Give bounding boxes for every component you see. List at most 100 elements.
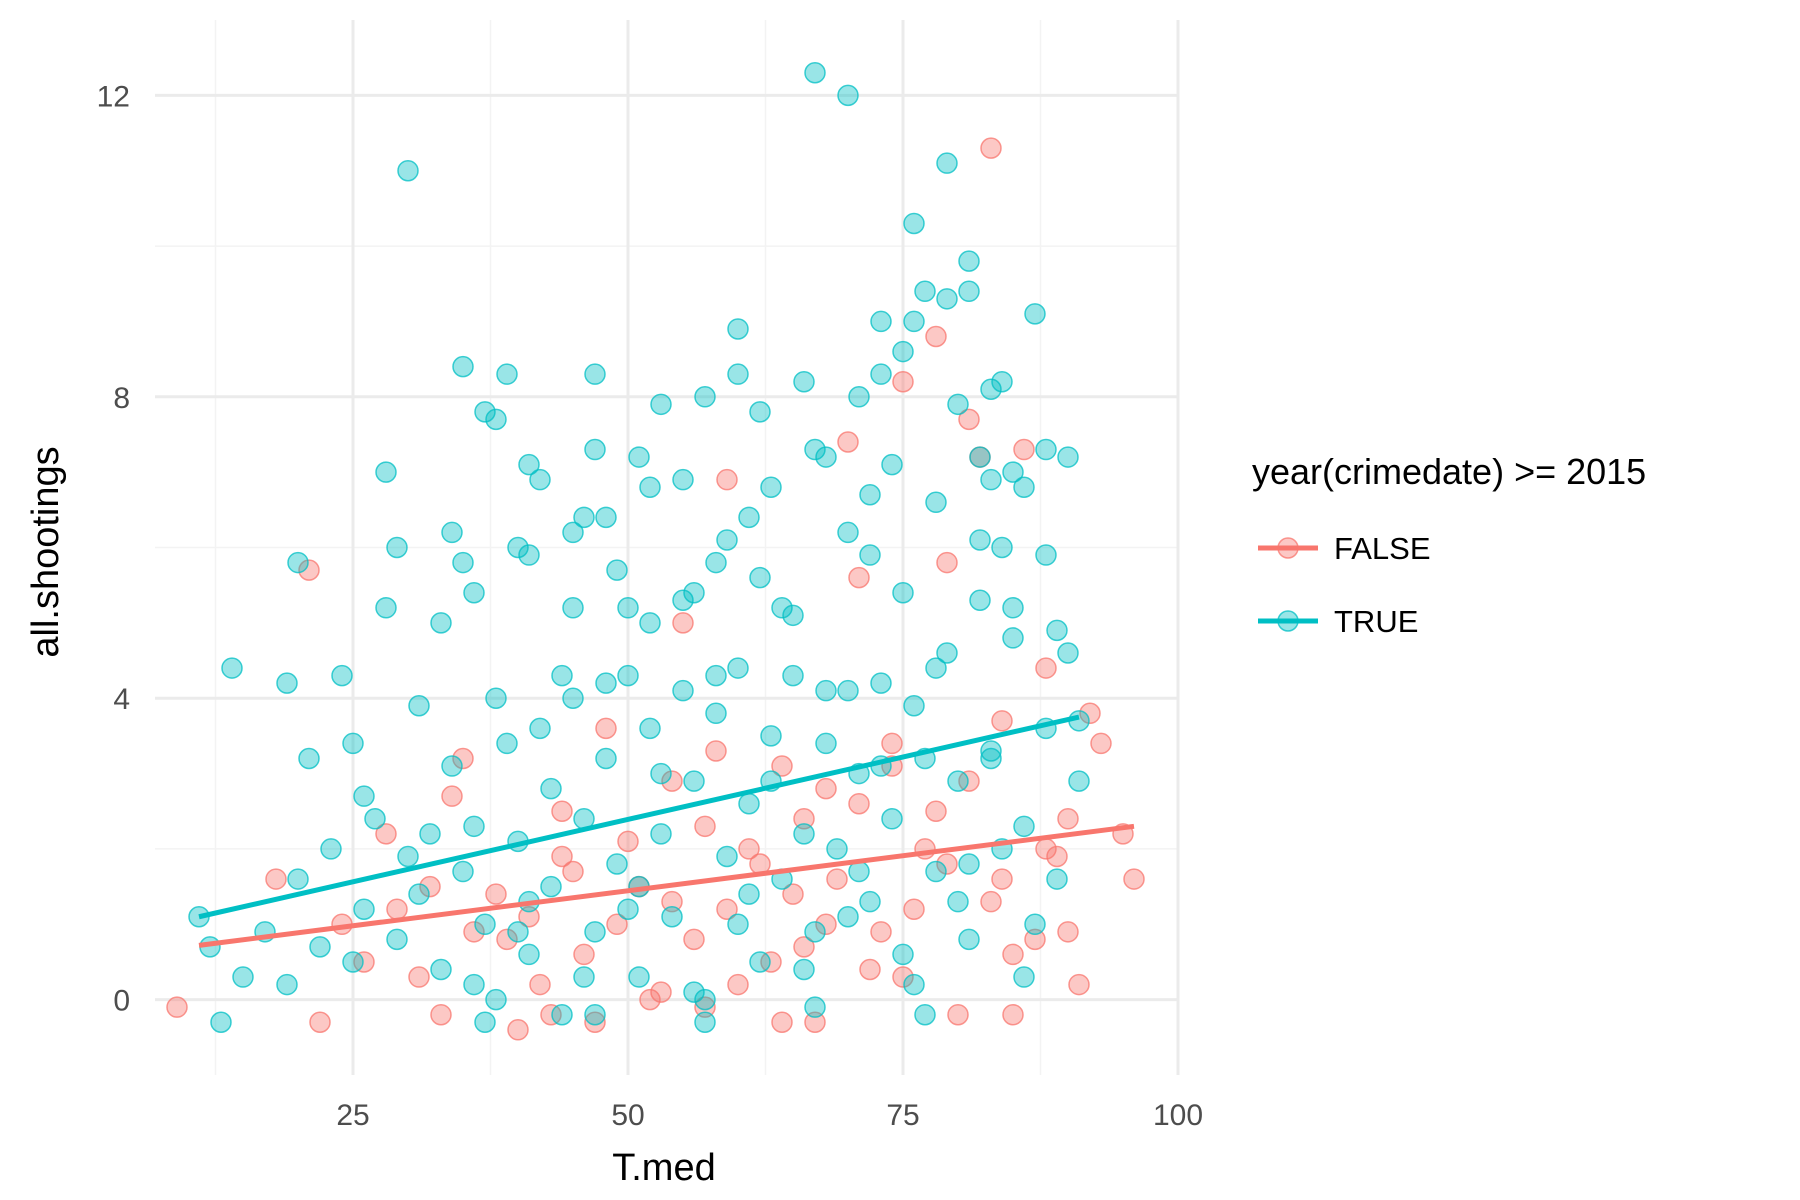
data-point: [408, 883, 430, 905]
data-point: [452, 860, 474, 883]
data-point: [661, 906, 683, 928]
data-point: [683, 581, 705, 604]
data-point: [375, 823, 397, 845]
data-point: [892, 340, 914, 363]
data-point: [485, 408, 507, 431]
data-point: [1002, 1003, 1024, 1026]
data-point: [925, 325, 947, 348]
legend-title: year(crimedate) >= 2015: [1252, 451, 1646, 492]
data-point: [628, 966, 650, 988]
data-point: [617, 898, 639, 920]
data-point: [1057, 921, 1079, 943]
data-point: [683, 770, 705, 792]
data-point: [738, 838, 760, 860]
data-point: [452, 747, 474, 770]
data-point: [529, 717, 551, 740]
data-point: [958, 280, 980, 303]
data-point: [980, 740, 1002, 762]
data-point: [584, 921, 606, 943]
data-point: [518, 544, 540, 566]
data-point: [606, 559, 628, 581]
data-point: [925, 800, 947, 822]
data-point: [573, 943, 595, 966]
data-point: [430, 612, 452, 634]
x-tick-labels: 25 50 75 100: [336, 1099, 1203, 1132]
data-point: [727, 973, 749, 996]
data-point: [980, 890, 1002, 913]
trend-layer: [198, 714, 1135, 948]
data-point: [606, 913, 628, 936]
data-point: [463, 921, 485, 943]
data-point: [1024, 913, 1046, 936]
data-point: [958, 853, 980, 875]
data-point: [441, 755, 463, 777]
data-point: [639, 988, 661, 1011]
data-point: [1035, 838, 1057, 860]
data-point: [804, 996, 826, 1018]
data-point: [892, 581, 914, 604]
y-tick-label: 12: [97, 80, 130, 113]
data-point: [925, 491, 947, 514]
data-point: [342, 732, 364, 755]
data-point: [793, 936, 815, 958]
data-point: [1057, 642, 1079, 664]
data-point: [1013, 438, 1035, 461]
data-point: [540, 777, 562, 800]
data-point: [650, 823, 672, 845]
x-axis-title: T.med: [612, 1147, 715, 1189]
data-point: [650, 981, 672, 1003]
data-point: [771, 597, 793, 619]
data-point: [1002, 943, 1024, 966]
data-point: [815, 732, 837, 755]
data-point: [947, 770, 969, 792]
data-point: [1013, 966, 1035, 988]
data-point: [320, 838, 342, 860]
data-point: [936, 288, 958, 310]
data-point: [353, 898, 375, 920]
data-point: [881, 453, 903, 476]
data-point: [353, 785, 375, 807]
data-point: [375, 461, 397, 483]
data-point: [1024, 303, 1046, 325]
data-point: [507, 921, 529, 943]
data-point: [551, 664, 573, 687]
data-point: [639, 717, 661, 740]
data-point: [881, 808, 903, 830]
data-point: [1057, 808, 1079, 830]
grid-minor: [155, 20, 1178, 1075]
data-point: [573, 506, 595, 529]
data-point: [958, 408, 980, 431]
data-point: [485, 988, 507, 1011]
data-point: [947, 393, 969, 416]
data-point: [1046, 619, 1068, 642]
data-point: [1013, 815, 1035, 838]
data-point: [617, 830, 639, 853]
data-point: [232, 966, 254, 988]
data-point: [606, 853, 628, 875]
data-point: [980, 378, 1002, 400]
data-point: [694, 815, 716, 838]
data-point: [1002, 597, 1024, 619]
data-point: [925, 860, 947, 883]
data-point: [1079, 702, 1101, 725]
data-point: [474, 913, 496, 936]
data-point: [870, 921, 892, 943]
data-point: [617, 664, 639, 687]
data-point: [793, 808, 815, 830]
data-point: [1068, 973, 1090, 996]
data-point: [441, 785, 463, 807]
data-point: [848, 386, 870, 408]
data-point: [639, 476, 661, 498]
data-point: [595, 747, 617, 770]
data-point: [518, 906, 540, 928]
data-point: [782, 883, 804, 905]
data-point: [419, 823, 441, 845]
data-point: [166, 996, 188, 1018]
data-point: [936, 642, 958, 664]
data-point: [595, 717, 617, 740]
data-point: [903, 310, 925, 333]
data-point: [595, 672, 617, 694]
points-layer: [166, 62, 1145, 1041]
data-point: [1013, 476, 1035, 498]
data-point: [1046, 868, 1068, 890]
